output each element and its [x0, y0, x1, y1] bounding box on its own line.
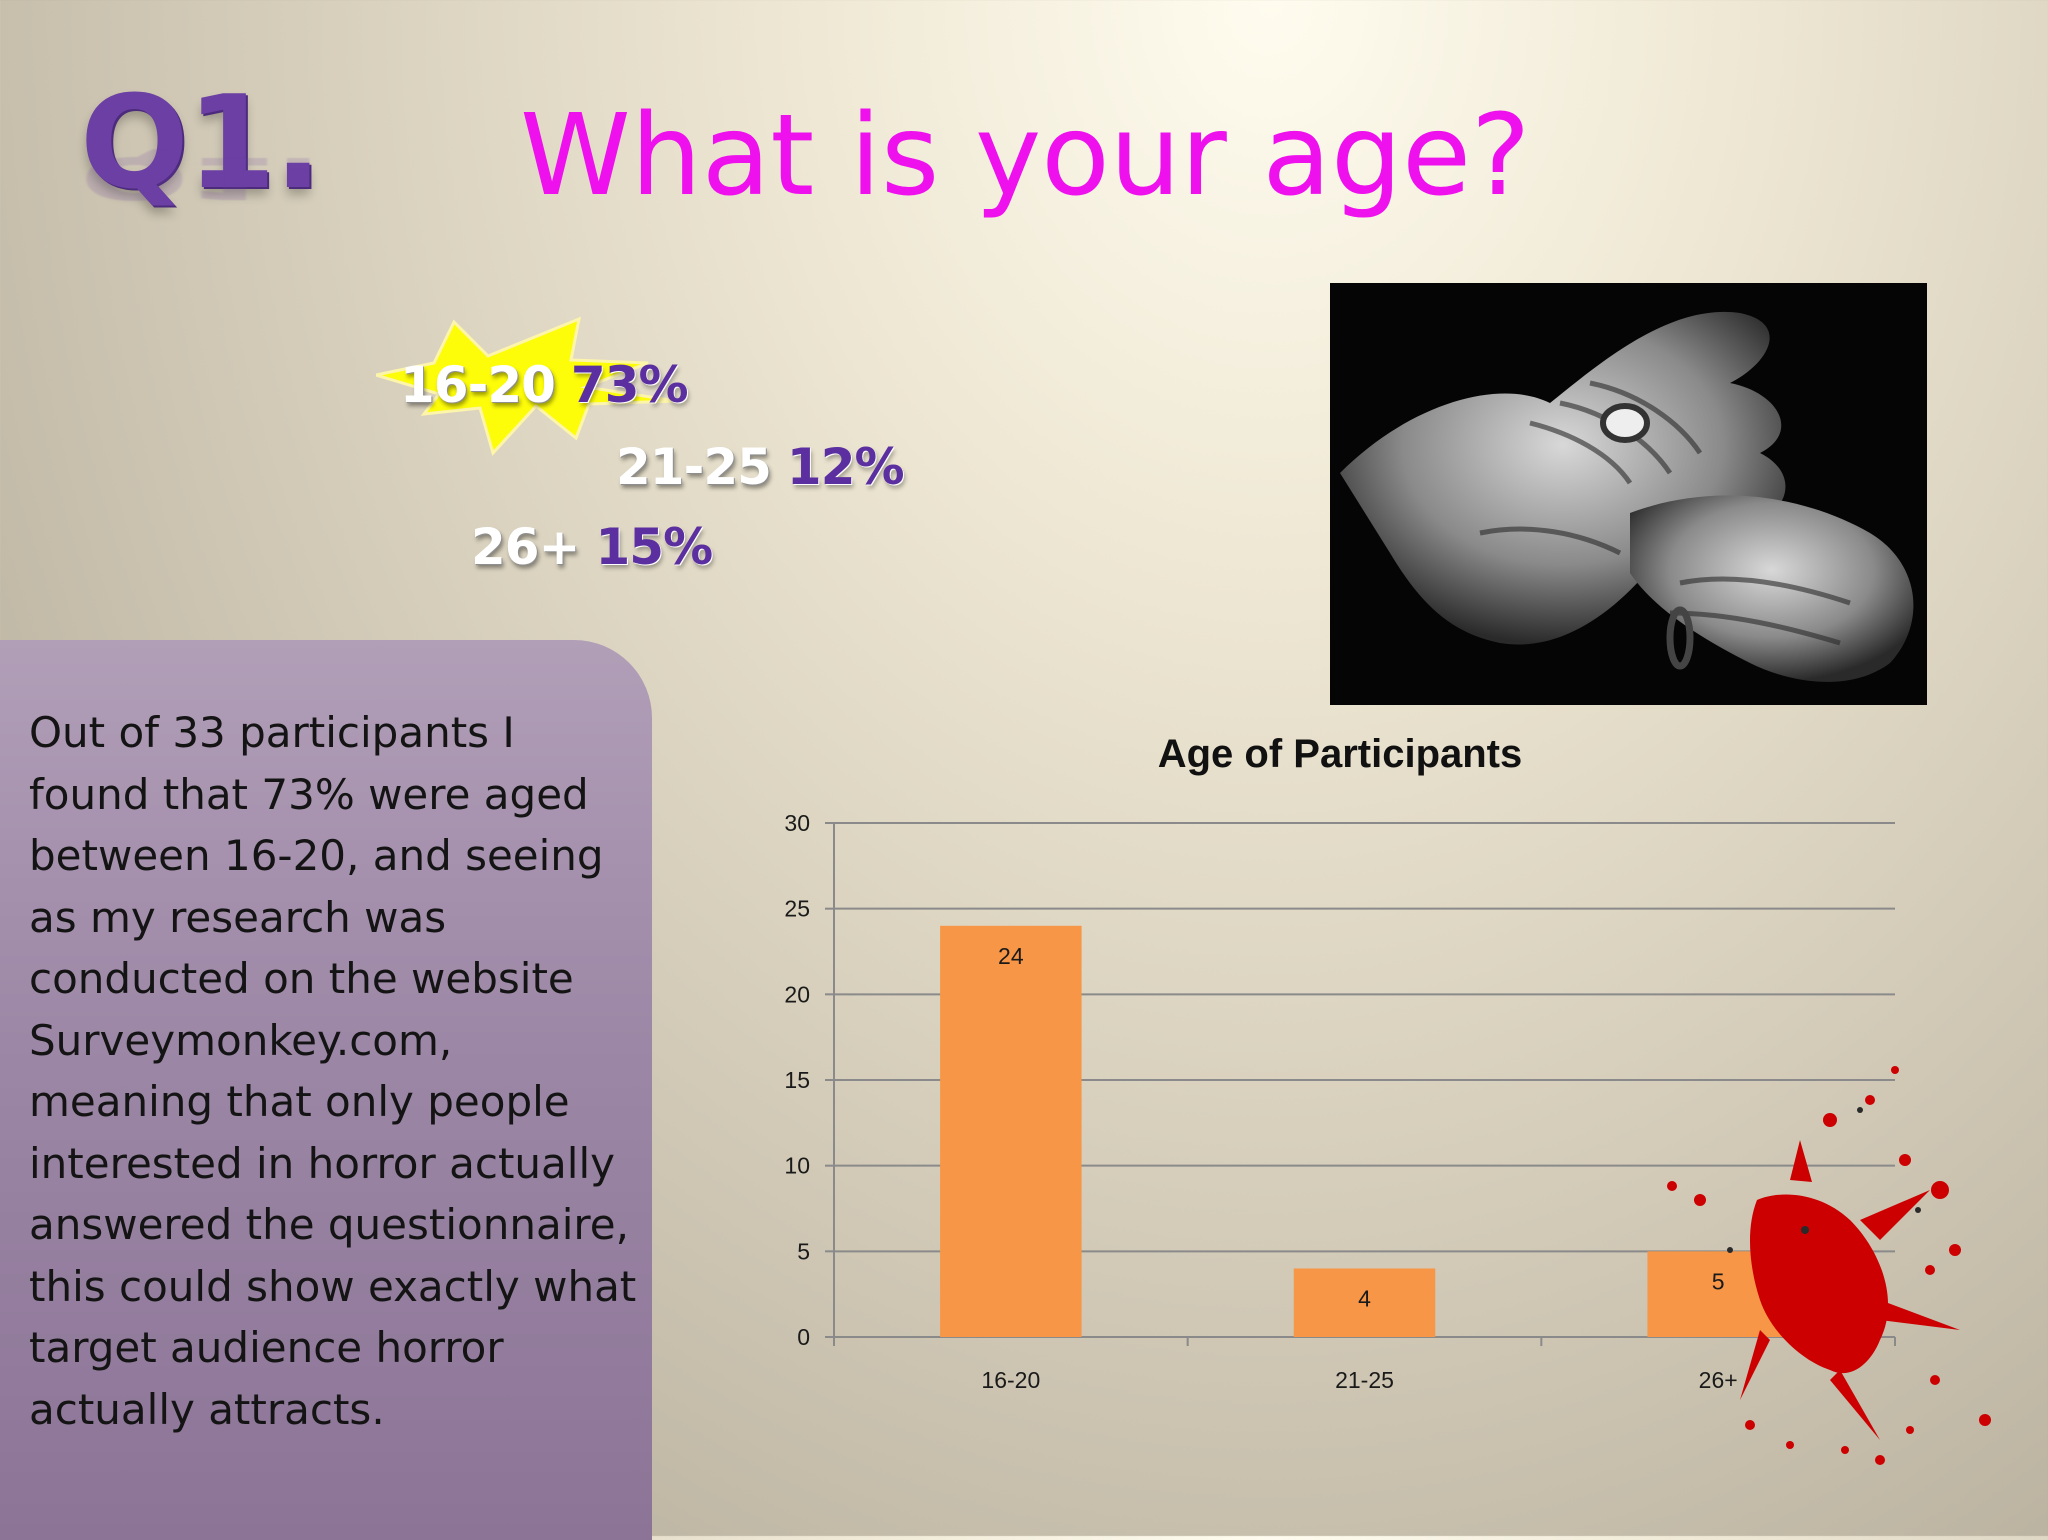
chart-title: Age of Participants [1157, 732, 1523, 776]
blood-splatter [1667, 1066, 1991, 1465]
note-panel [0, 640, 652, 1540]
y-tick-label: 20 [784, 981, 810, 1007]
note-text: Out of 33 participants I found that 73% … [29, 708, 637, 1434]
bar-21-25 [1293, 1268, 1436, 1337]
bar-16-20 [940, 925, 1082, 1337]
question-number: Q1. [80, 69, 322, 218]
y-tick-label: 25 [784, 896, 810, 922]
x-tick-label: 16-20 [981, 1367, 1040, 1393]
hands-photo [1330, 283, 1927, 705]
starburst-highlight [376, 316, 677, 456]
stat-percent: 73% [570, 356, 689, 414]
y-tick-label: 10 [784, 1153, 810, 1179]
y-tick-label: 5 [797, 1238, 810, 1264]
page-title: What is your age? [520, 91, 1531, 221]
stat-range: 21-25 [616, 438, 772, 496]
x-tick-label: 26+ [1699, 1367, 1738, 1393]
stat-range: 16-20 [400, 356, 556, 414]
stat-row-21-25: 21-25 12% [616, 438, 905, 496]
x-tick-label: 21-25 [1335, 1367, 1394, 1393]
stat-row-26-plus: 26+ 15% [471, 518, 713, 576]
stat-percent: 15% [595, 518, 713, 576]
y-tick-label: 0 [797, 1324, 810, 1350]
data-label: 4 [1358, 1285, 1371, 1311]
data-label: 5 [1712, 1268, 1725, 1294]
stat-percent: 12% [786, 438, 905, 496]
y-tick-label: 30 [784, 810, 810, 836]
y-tick-label: 15 [784, 1067, 810, 1093]
data-label: 24 [998, 943, 1024, 969]
stat-range: 26+ [471, 518, 580, 576]
stat-row-16-20: 16-20 73% [400, 356, 689, 414]
